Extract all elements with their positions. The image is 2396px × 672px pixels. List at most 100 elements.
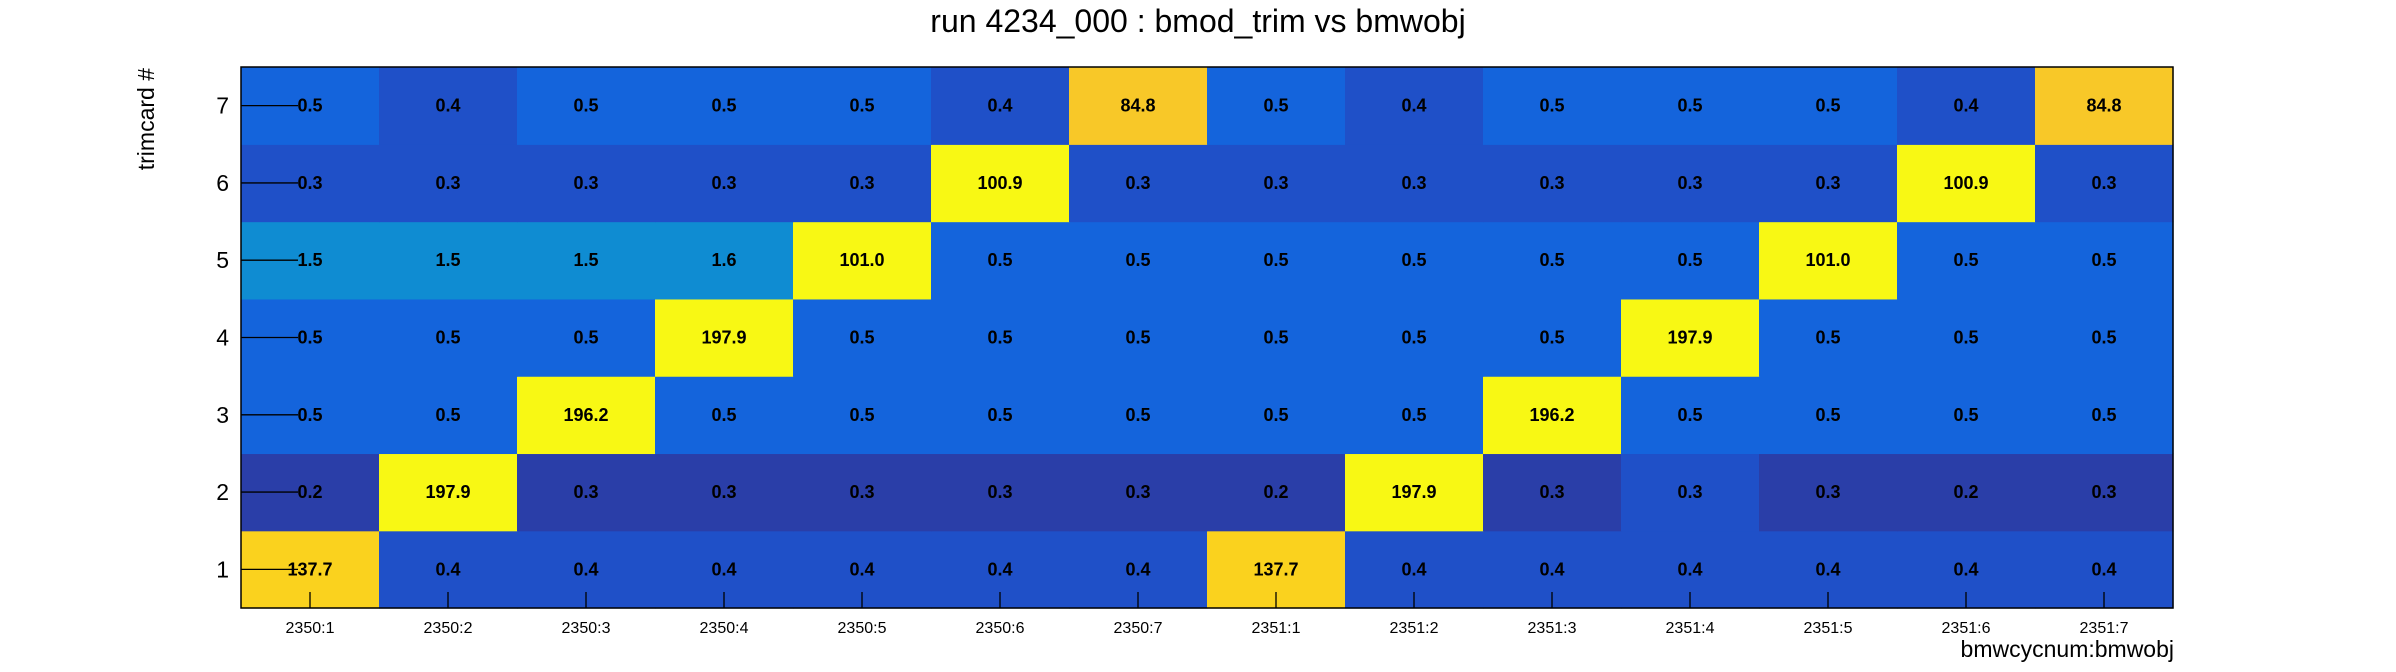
heatmap-cell [1621,144,1760,223]
cell-value-label: 0.5 [849,405,874,425]
heatmap-cell [2035,376,2174,455]
cell-value-label: 0.4 [1953,96,1978,116]
cell-value-label: 84.8 [1120,96,1155,116]
heatmap-cell [1483,376,1622,455]
cell-value-label: 0.3 [573,173,598,193]
cell-value-label: 0.3 [297,173,322,193]
heatmap-cell [1897,376,2036,455]
cell-value-label: 101.0 [1805,250,1850,270]
cell-value-label: 84.8 [2086,96,2121,116]
cell-value-label: 0.5 [1539,250,1564,270]
cell-value-label: 0.3 [1815,173,1840,193]
heatmap-cell [1483,298,1622,377]
heatmap-cell [1759,67,1898,145]
heatmap-cell [379,453,518,532]
cell-value-label: 0.5 [711,405,736,425]
cell-value-label: 0.5 [1953,250,1978,270]
cell-value-label: 0.4 [435,559,460,579]
heatmap-cell [1345,67,1484,145]
heatmap-cell [1069,67,1208,145]
x-tick-label: 2351:1 [1252,620,1301,637]
chart-title: run 4234_000 : bmod_trim vs bmwobj [930,3,1465,39]
cell-value-label: 0.3 [1677,482,1702,502]
cell-value-label: 0.3 [711,173,736,193]
heatmap-cell [931,67,1070,145]
cell-value-label: 0.5 [2091,250,2116,270]
heatmap-cell [379,298,518,377]
x-tick-label: 2351:4 [1666,620,1715,637]
cell-value-label: 0.5 [987,250,1012,270]
cell-value-label: 0.5 [987,328,1012,348]
heatmap-cell [379,376,518,455]
cell-value-label: 0.4 [987,96,1012,116]
cell-value-label: 0.4 [1125,559,1150,579]
heatmap-cell [793,376,932,455]
cell-value-label: 0.5 [1263,328,1288,348]
heatmap-cell [655,453,794,532]
cell-value-label: 0.4 [1401,96,1426,116]
y-tick-label: 2 [216,479,229,505]
y-tick-label: 5 [216,247,229,273]
cell-value-label: 0.3 [1125,173,1150,193]
cell-value-label: 0.5 [2091,405,2116,425]
cell-value-label: 0.5 [1401,250,1426,270]
y-tick-label: 3 [216,402,229,428]
cell-value-label: 0.5 [297,96,322,116]
cell-value-label: 0.5 [1815,328,1840,348]
x-tick-label: 2350:1 [286,620,335,637]
cell-value-label: 0.4 [1677,559,1702,579]
cell-value-label: 0.5 [2091,328,2116,348]
heatmap-cell [2035,67,2174,145]
heatmap-cell [793,144,932,223]
cell-value-label: 0.4 [1401,559,1426,579]
heatmap-cell [1345,376,1484,455]
cell-value-label: 196.2 [1529,405,1574,425]
cell-value-label: 1.5 [435,250,460,270]
cell-value-label: 0.5 [1677,250,1702,270]
cell-value-label: 197.9 [701,328,746,348]
axes: 1 2 3 4 5 6 7 2350:1 2350:2 2350:3 2350:4 2350:5 235… [216,93,2128,637]
heatmap-cell [1759,453,1898,532]
cell-value-label: 0.5 [1953,328,1978,348]
cell-value-label: 0.5 [1677,405,1702,425]
heatmap-cell [655,221,794,300]
cell-value-label: 0.4 [987,559,1012,579]
heatmap-cell [517,453,656,532]
heatmap-cell [379,221,518,300]
x-tick-label: 2350:7 [1114,620,1163,637]
heatmap-cell [1759,221,1898,300]
x-tick-label: 2350:2 [424,620,473,637]
cell-value-label: 0.5 [849,328,874,348]
heatmap-cell [1759,376,1898,455]
heatmap-cell [793,453,932,532]
x-tick-label: 2351:6 [1942,620,1991,637]
cell-value-label: 1.6 [711,250,736,270]
cell-value-label: 0.2 [297,482,322,502]
heatmap-cell [1621,376,1760,455]
heatmap-cell [1207,221,1346,300]
heatmap-cell [655,67,794,145]
cell-value-label: 0.4 [435,96,460,116]
heatmap-cell [1069,453,1208,532]
x-tick-label: 2351:7 [2080,620,2129,637]
cell-value-label: 0.4 [573,559,598,579]
cell-value-label: 0.3 [2091,482,2116,502]
cell-value-label: 197.9 [1667,328,1712,348]
heatmap-cell [517,376,656,455]
y-tick-label: 1 [216,556,229,582]
heatmap-cell [1483,67,1622,145]
cell-value-label: 1.5 [297,250,322,270]
y-tick-label: 6 [216,170,229,196]
heatmap-cell [1897,67,2036,145]
cell-value-label: 197.9 [425,482,470,502]
heatmap-cell [379,67,518,145]
heatmap-cell [1207,67,1346,145]
cell-value-label: 0.5 [1953,405,1978,425]
heatmap-cell [379,144,518,223]
cell-value-label: 0.5 [1539,328,1564,348]
heatmap-cell [1759,298,1898,377]
plot-frame [240,66,2174,609]
cell-value-label: 137.7 [287,559,332,579]
x-axis-title: bmwcycnum:bmwobj [1961,636,2174,662]
